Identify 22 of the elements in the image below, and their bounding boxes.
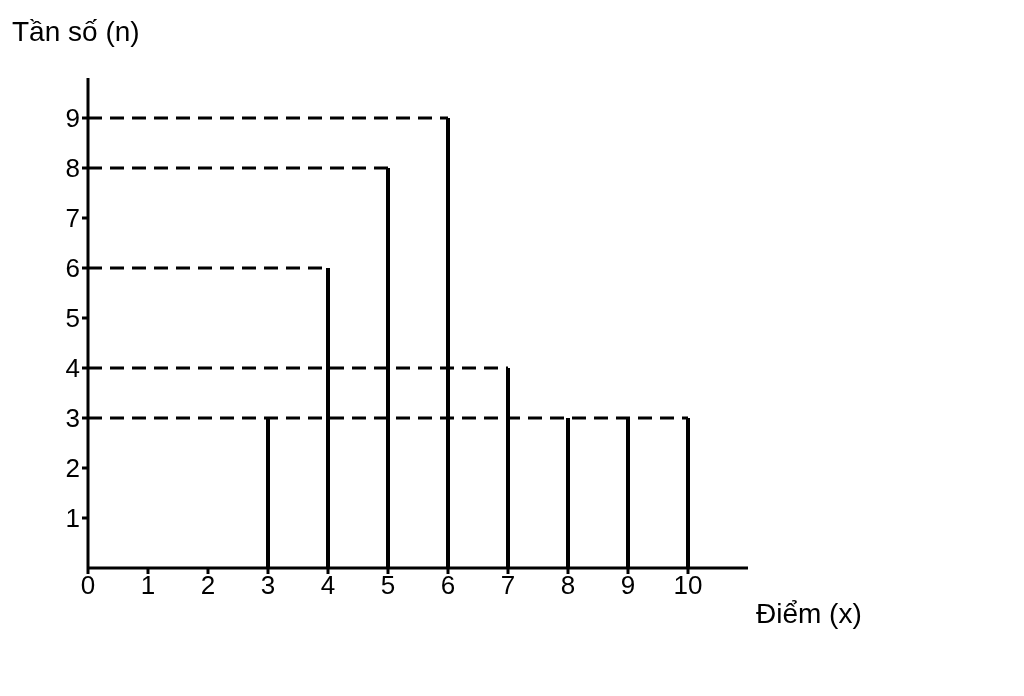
y-tick-label: 4	[65, 353, 80, 384]
x-tick-label: 5	[380, 570, 396, 601]
x-tick-label: 4	[320, 570, 336, 601]
y-tick-label: 9	[65, 103, 80, 134]
y-tick-label: 8	[65, 153, 80, 184]
y-tick-label: 5	[65, 303, 80, 334]
x-tick-label: 3	[260, 570, 276, 601]
x-tick-label: 6	[440, 570, 456, 601]
x-tick-label: 1	[140, 570, 156, 601]
y-axis-title: Tần số (n)	[12, 16, 140, 48]
y-tick-label: 6	[65, 253, 80, 284]
x-tick-label: 9	[620, 570, 636, 601]
x-axis-title: Điểm (x)	[756, 598, 862, 630]
x-tick-label: 8	[560, 570, 576, 601]
y-tick-label: 2	[65, 453, 80, 484]
y-tick-label: 3	[65, 403, 80, 434]
x-tick-label: 7	[500, 570, 516, 601]
y-tick-label: 7	[65, 203, 80, 234]
y-tick-label: 1	[65, 503, 80, 534]
x-tick-label: 0	[80, 570, 96, 601]
x-tick-label: 10	[673, 570, 703, 601]
x-tick-label: 2	[200, 570, 216, 601]
